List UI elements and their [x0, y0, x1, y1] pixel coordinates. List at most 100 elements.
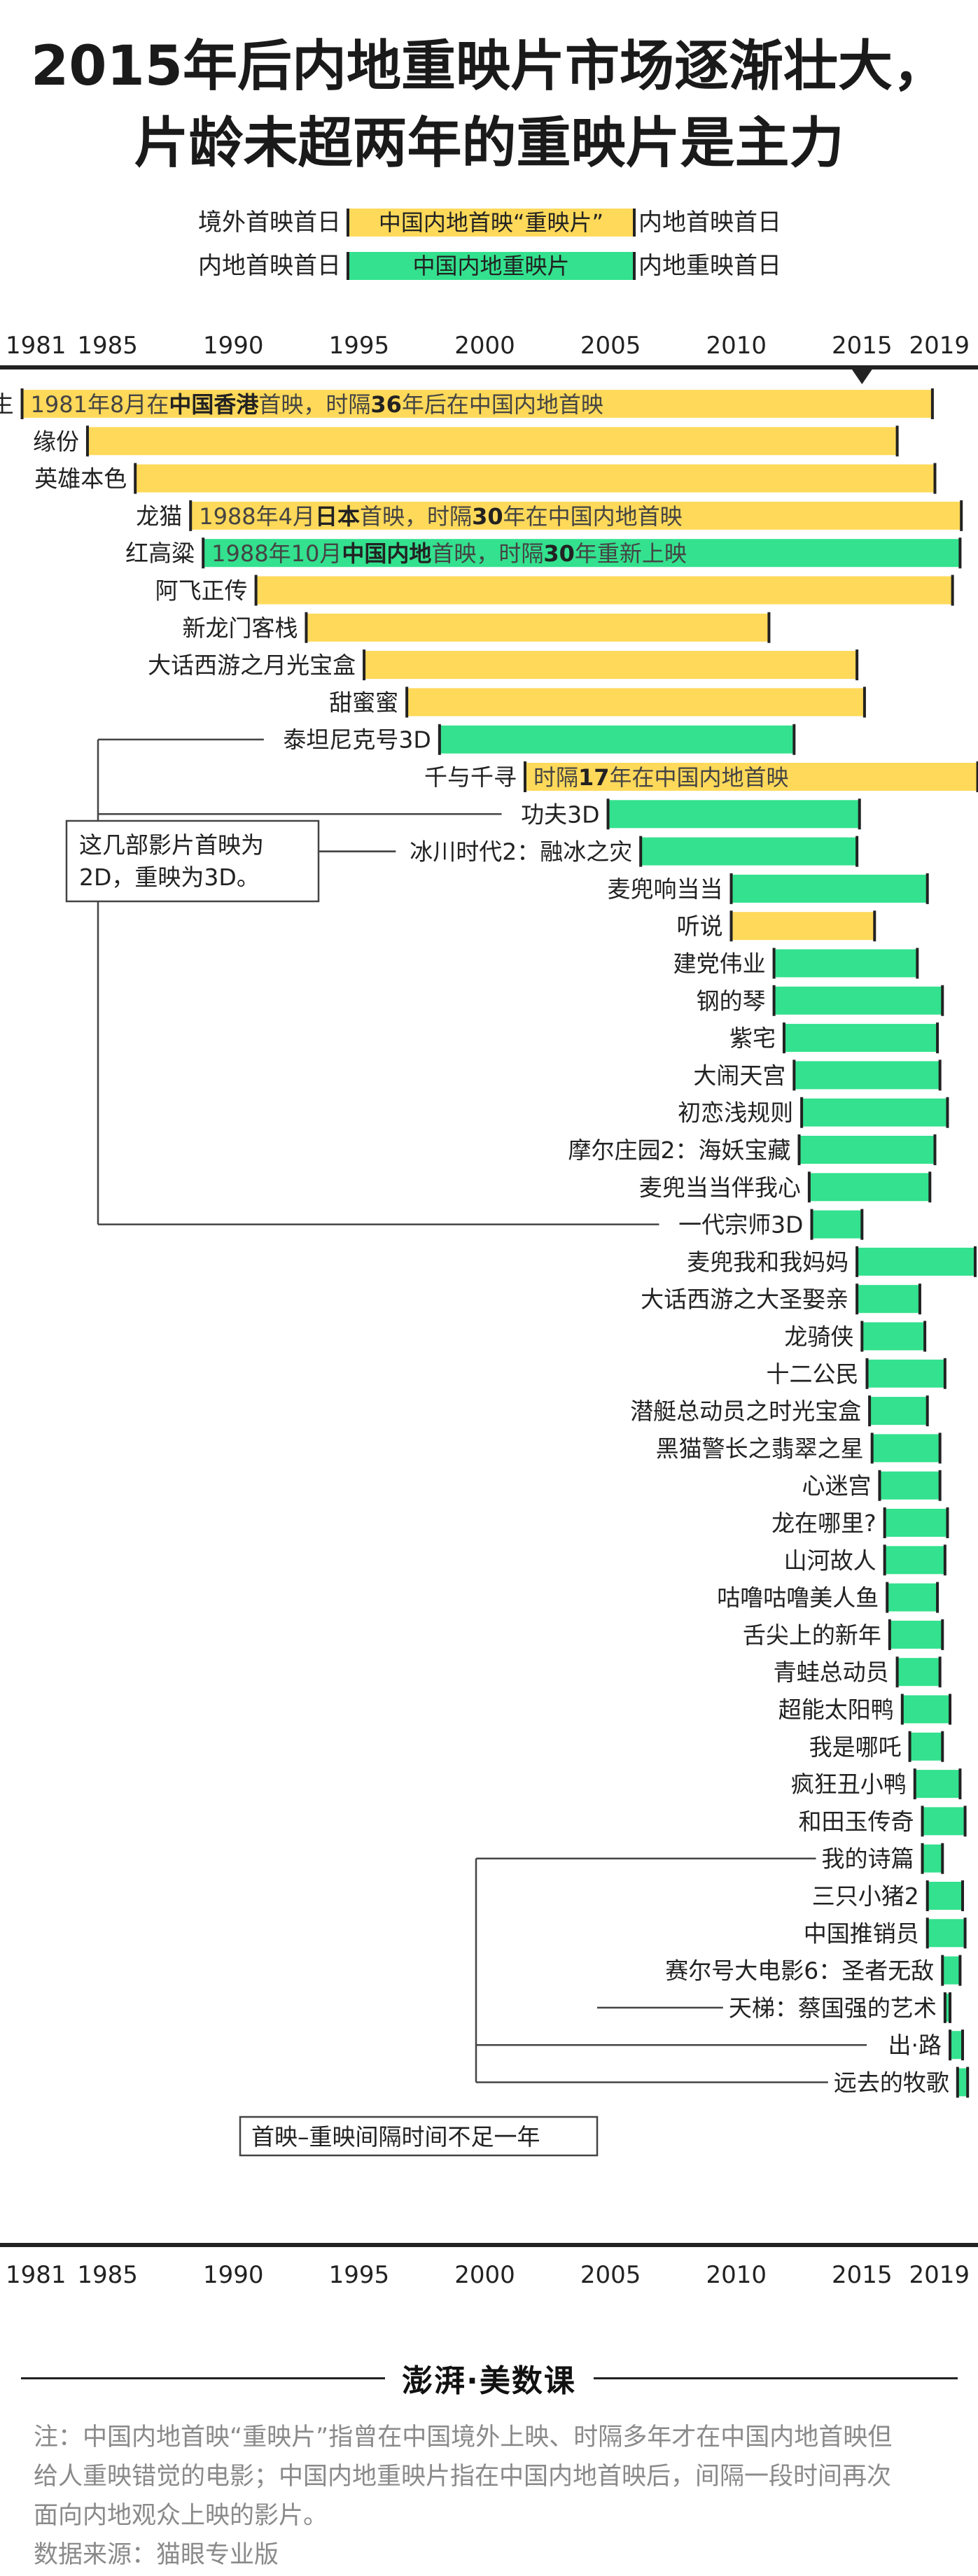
- film-bar: [957, 2068, 968, 2097]
- film-bar: [774, 986, 943, 1015]
- brand-divider-right: [594, 2377, 958, 2379]
- film-label: 麦兜我和我妈妈: [687, 1248, 848, 1276]
- film-label: 十二公民: [767, 1360, 859, 1388]
- film-label: 我是哪吒: [809, 1733, 902, 1761]
- film-label: 青蛙总动员: [774, 1659, 889, 1686]
- film-bar: [811, 1210, 862, 1239]
- film-bar: [306, 613, 769, 642]
- film-bar: [927, 1882, 963, 1910]
- legend-row-foreign: 境外首映首日 中国内地首映“重映片” 内地首映首日: [0, 206, 978, 239]
- film-bar: [872, 1434, 940, 1463]
- film-bar: [857, 1285, 920, 1314]
- bar-note-part: 时隔: [533, 764, 578, 791]
- film-bar: [407, 688, 865, 717]
- bar-note-part: 中国内地: [342, 540, 431, 567]
- film-bar: [364, 651, 858, 680]
- film-bar: [887, 1583, 938, 1612]
- x-tick-label-bottom: 1981: [6, 2261, 67, 2289]
- footer-note: 注：中国内地首映“重映片”指曾在中国境外上映、时隔多年才在中国内地首映但 给人重…: [34, 2418, 951, 2575]
- bar-note-part: 首映，时隔: [360, 503, 472, 530]
- film-label: 疯狂丑小鸭: [791, 1771, 907, 1798]
- bar-note-part: 首映，时隔: [431, 540, 543, 567]
- legend: 境外首映首日 中国内地首映“重映片” 内地首映首日 内地首映首日 中国内地重映片…: [0, 0, 978, 280]
- film-bar: [857, 1247, 975, 1276]
- brand-bar: 澎湃·美数课: [0, 2346, 978, 2402]
- film-bar: [867, 1359, 945, 1388]
- film-label: 黑猫警长之翡翠之星: [656, 1435, 864, 1462]
- film-label: 中国推销员: [804, 1920, 919, 1947]
- film-bar: [641, 837, 858, 866]
- film-label: 龙在哪里?: [771, 1509, 876, 1537]
- film-label: 和田玉传奇: [799, 1808, 914, 1835]
- bar-note-part: 1981年8月在: [31, 391, 169, 418]
- film-label: 麦兜响当当: [608, 875, 723, 903]
- film-bar: [909, 1732, 943, 1761]
- film-bar: [809, 1173, 930, 1202]
- film-bar: [862, 1322, 925, 1351]
- film-bar: [897, 1658, 940, 1687]
- film-bar: [902, 1695, 951, 1724]
- chart-title: 2015年后内地重映片市场逐渐壮大， 片龄未超两年的重映片是主力: [0, 28, 978, 182]
- film-bar: [879, 1471, 940, 1500]
- film-bar: [922, 1844, 943, 1873]
- film-bar: [922, 1807, 965, 1836]
- film-label: 钢的琴: [697, 987, 766, 1015]
- annotation-box: [239, 2116, 599, 2157]
- film-bar: [927, 1919, 965, 1948]
- film-label: 大话西游之大圣娶亲: [641, 1286, 848, 1313]
- film-label: 心迷宫: [802, 1472, 871, 1500]
- film-label: 潜艇总动员之时光宝盒: [630, 1398, 861, 1425]
- film-bar: [884, 1509, 948, 1537]
- film-label: 阿飞正传: [155, 577, 248, 605]
- film-bar: [799, 1136, 935, 1164]
- footer-line: 给人重映错觉的电影；中国内地重映片指在中国内地首映后，间隔一段时间再次: [34, 2463, 892, 2491]
- film-bar: [87, 427, 897, 456]
- bar-note-part: 1988年10月: [211, 540, 342, 567]
- film-bar: [731, 912, 875, 941]
- bar-note: 1988年10月中国内地首映，时隔30年重新上映: [211, 540, 687, 567]
- x-tick-label-bottom: 2015: [832, 2261, 893, 2289]
- film-bar: [135, 464, 935, 493]
- film-bar: [942, 1956, 960, 1985]
- legend-start-label: 内地首映首日: [198, 252, 341, 280]
- film-label: 舌尖上的新年: [743, 1621, 881, 1649]
- film-label: 三只小猪2: [812, 1882, 919, 1910]
- bar-note-part: 年后在中国内地首映: [402, 391, 603, 418]
- footer-source: 数据来源：猫眼专业版: [34, 2541, 279, 2569]
- bar-note-part: 36: [370, 391, 402, 418]
- film-label: 超能太阳鸭: [778, 1696, 894, 1724]
- bar-note-part: 日本: [315, 503, 360, 530]
- legend-green-swatch: 中国内地重映片: [347, 252, 636, 280]
- film-bar: [439, 725, 795, 754]
- film-label: 建党伟业: [673, 950, 766, 978]
- legend-start-label: 境外首映首日: [198, 209, 341, 237]
- film-label: 初恋浅规则: [678, 1099, 793, 1127]
- x-tick-label-bottom: 2005: [580, 2261, 641, 2289]
- film-bar: [608, 800, 860, 829]
- bar-note-part: 30: [543, 540, 575, 567]
- film-bar: [774, 949, 918, 978]
- film-label: 大闹天宫: [693, 1062, 785, 1089]
- film-label: 冰川时代2：融冰之灾: [410, 838, 632, 866]
- film-label: 缘份: [33, 428, 79, 455]
- legend-yellow-swatch: 中国内地首映“重映片”: [347, 209, 636, 237]
- x-tick-label-top: 1985: [77, 332, 138, 360]
- film-label: 新龙门客栈: [182, 614, 298, 642]
- x-tick-label-top: 1995: [329, 332, 390, 360]
- bar-note-part: 年在中国内地首映: [610, 764, 789, 791]
- legend-end-label: 内地重映首日: [638, 252, 781, 280]
- annotation-text: 首映–重映间隔时间不足一年: [251, 2123, 540, 2151]
- film-bar: [802, 1098, 948, 1127]
- film-bar: [203, 539, 960, 568]
- bar-note-part: 年在中国内地首映: [503, 503, 683, 530]
- chart-area: 1981 1981 1985 1985 1990 1990 1995 1995 2000 2000…: [0, 332, 978, 2289]
- film-bar: [190, 501, 962, 530]
- brand-logo: 澎湃·美数课: [402, 2363, 576, 2399]
- film-bar: [950, 2031, 963, 2060]
- bar-note-part: 年重新上映: [575, 540, 687, 567]
- film-bar: [944, 1993, 951, 2022]
- film-label: 天梯：蔡国强的艺术: [729, 1994, 937, 2022]
- film-label: 龙猫: [136, 502, 182, 530]
- footer-line: 注：中国内地首映“重映片”指曾在中国境外上映、时隔多年才在中国内地首映但: [34, 2423, 893, 2451]
- footer-line: 面向内地观众上映的影片。: [34, 2502, 328, 2530]
